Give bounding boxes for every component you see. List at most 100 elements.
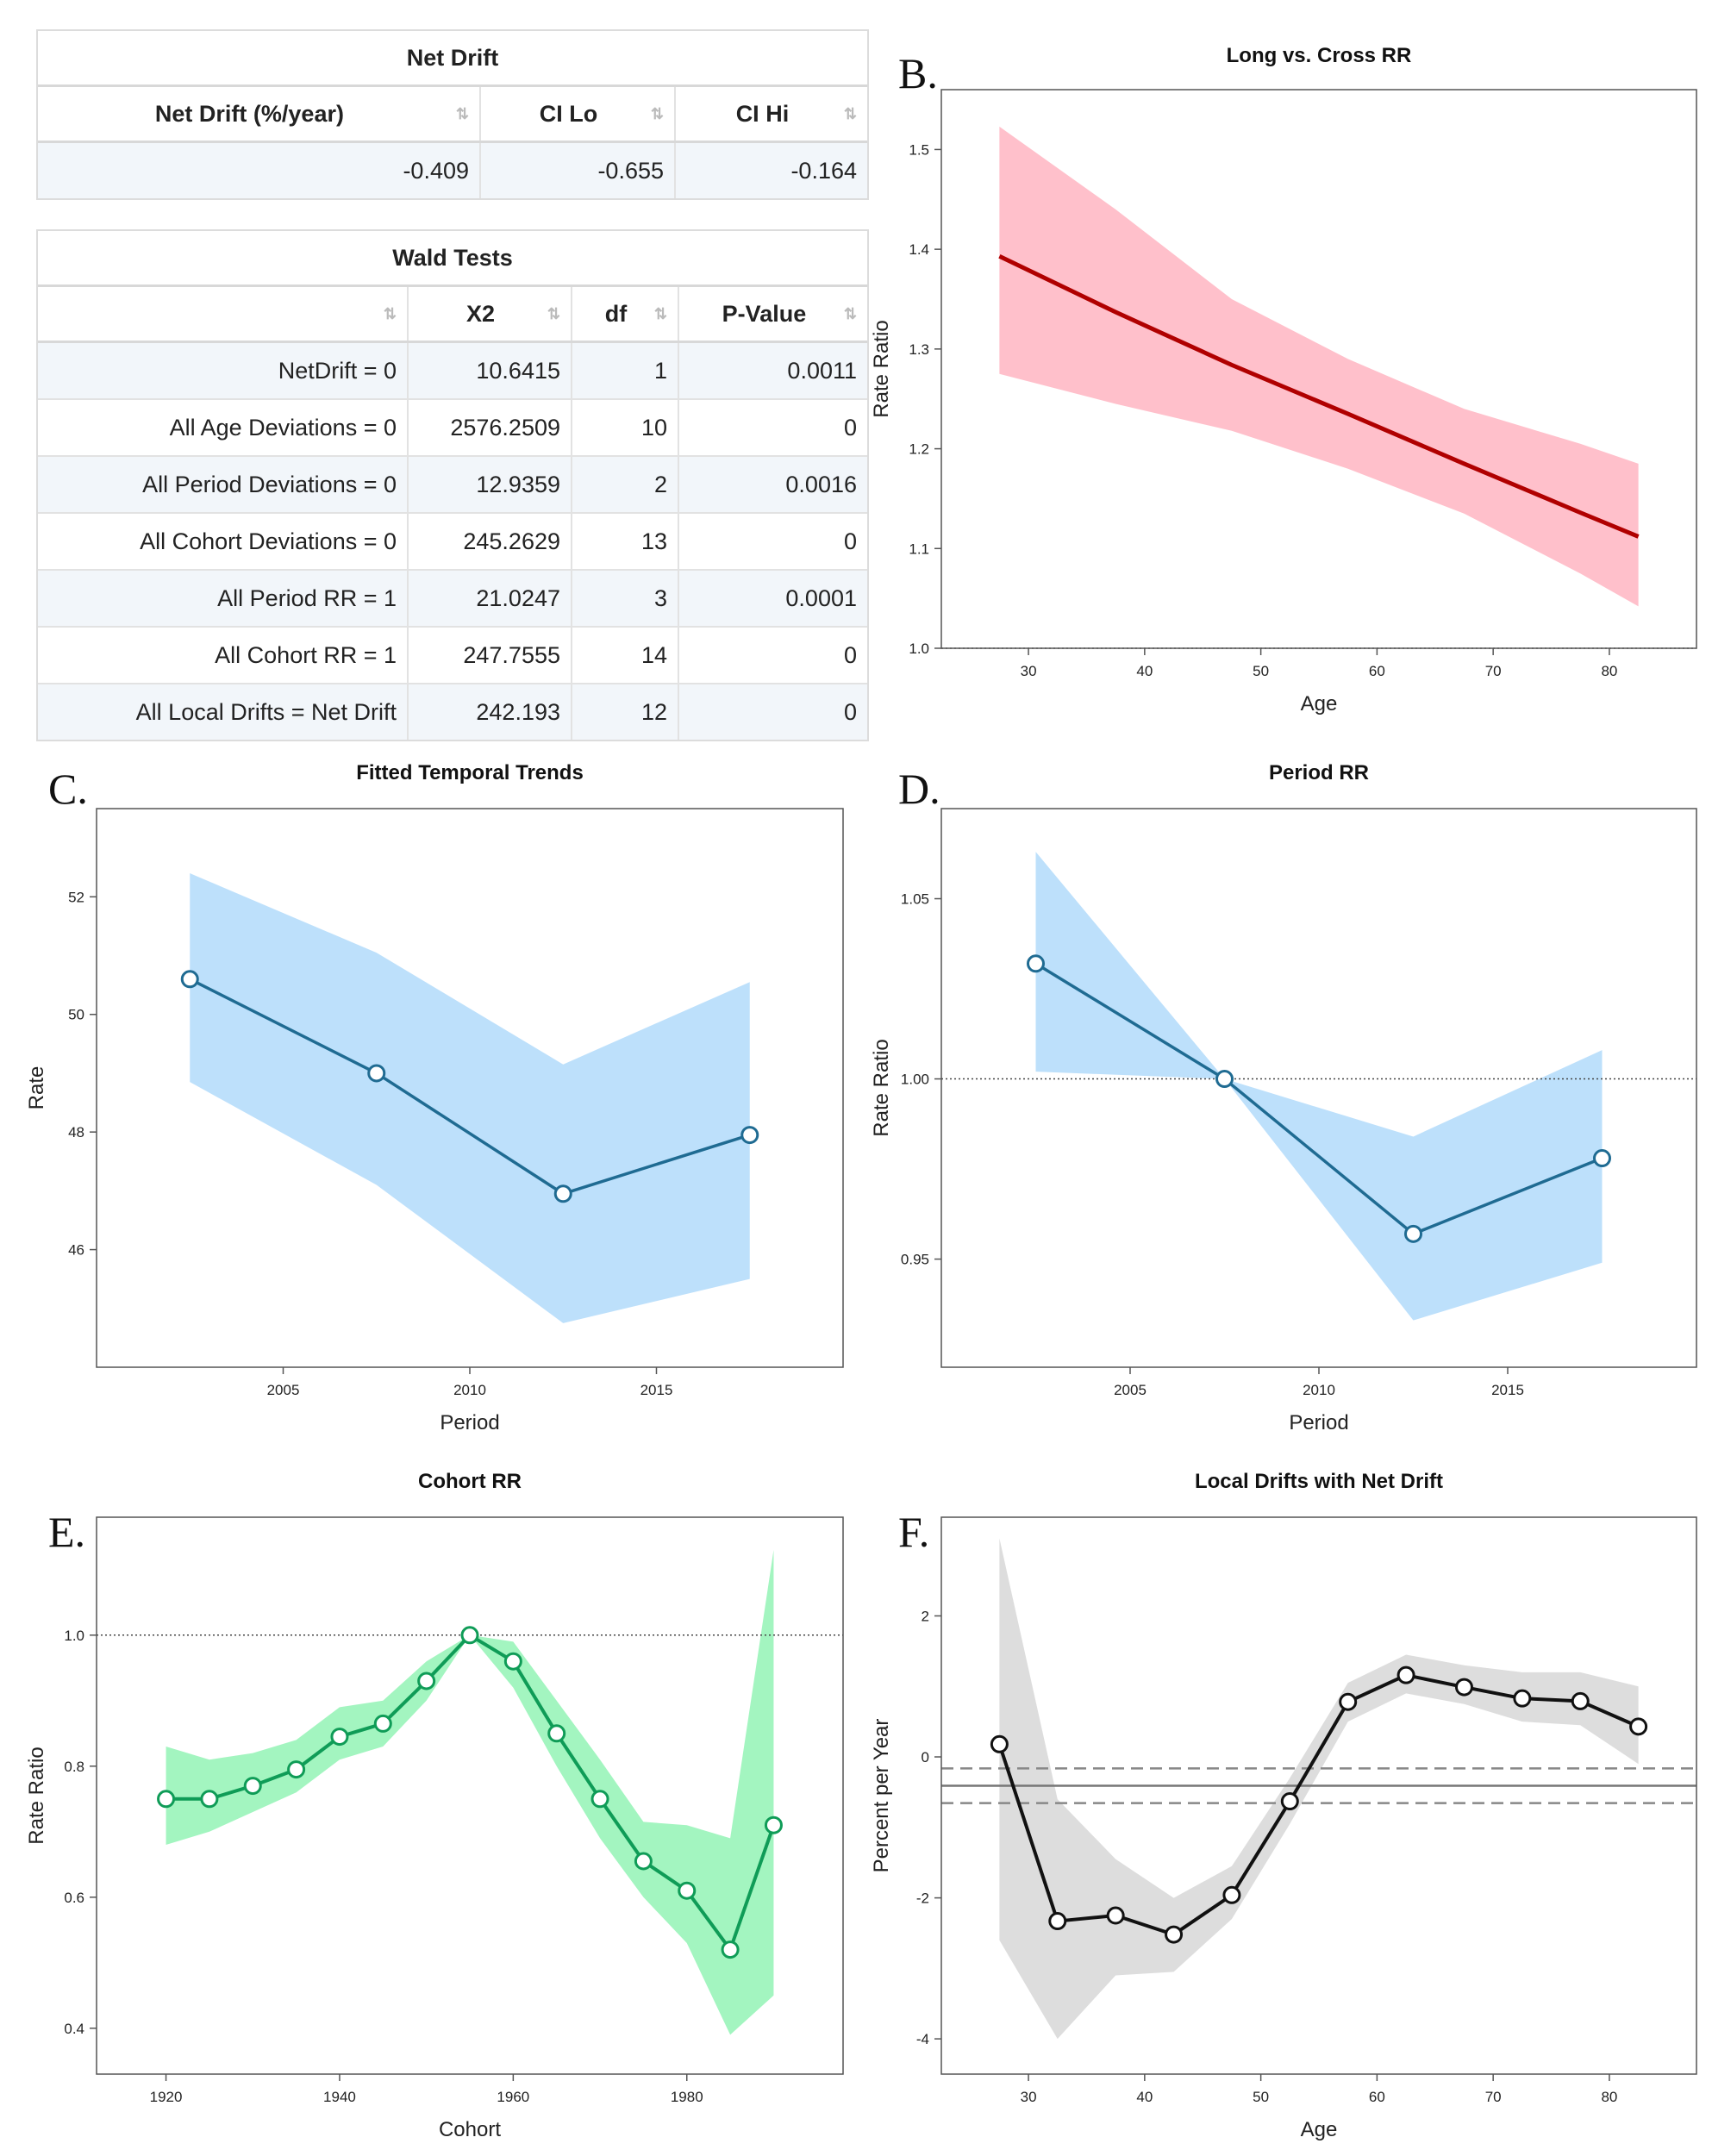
p-value-cell: 0 <box>843 698 857 725</box>
x2-cell: 242.193 <box>409 684 572 740</box>
table-row: All Local Drifts = Net Drift 242.193 12 0 <box>38 684 867 740</box>
chart-title: Long vs. Cross RR <box>1227 44 1412 67</box>
sort-icon: ⇅ <box>843 104 857 122</box>
net-drift-table: Net Drift Net Drift (%/year) ⇅ CI Lo ⇅ CI … <box>36 29 869 200</box>
confidence-band <box>999 126 1639 607</box>
data-point <box>740 1126 759 1145</box>
y-tick-label: 46 <box>68 1242 84 1259</box>
panel-label-e: E. <box>48 1508 86 1556</box>
x-tick-label: 80 <box>1601 2089 1617 2105</box>
data-point <box>1629 1717 1648 1736</box>
data-point <box>1165 1925 1184 1944</box>
plot-frame <box>940 1516 1697 2075</box>
chart-long-vs-cross-rr: Long vs. Cross RR 30 40 50 60 70 80 1.0 1.1 1.2 1.… <box>870 44 1697 716</box>
data-point <box>990 1734 1009 1753</box>
plot-frame <box>940 89 1697 649</box>
data-point <box>547 1724 566 1743</box>
data-point <box>1396 1665 1415 1684</box>
y-tick-label: -2 <box>916 1890 929 1907</box>
header-label: Net Drift (%/year) <box>154 100 344 127</box>
p-value-cell: 0 <box>843 641 857 668</box>
x-tick-label: 1920 <box>150 2089 183 2105</box>
chart-title: Period RR <box>1269 761 1369 784</box>
y-tick-label: 0.95 <box>901 1252 929 1268</box>
data-point <box>330 1728 349 1747</box>
data-point <box>200 1790 219 1809</box>
p-value-cell: 0 <box>843 528 857 554</box>
x-tick-label: 40 <box>1136 2089 1153 2105</box>
x-axis-label: Age <box>1301 692 1338 716</box>
chart-title: Cohort RR <box>418 1470 522 1493</box>
x2-cell: 21.0247 <box>409 571 572 626</box>
p-value-cell: 0 <box>843 414 857 441</box>
data-point <box>634 1852 653 1871</box>
chart-local-drifts: Local Drifts with Net Drift 30 40 50 60 70 80 -… <box>870 1470 1697 2141</box>
x-tick-label: 1940 <box>323 2089 356 2105</box>
data-point <box>1222 1885 1241 1904</box>
x-axis-label: Period <box>440 1411 499 1433</box>
series-line <box>997 1673 1640 1937</box>
data-point <box>721 1940 740 1959</box>
panel-label-d: D. <box>898 765 940 813</box>
data-point <box>1215 1070 1234 1089</box>
data-point <box>1513 1689 1532 1708</box>
data-point <box>1454 1678 1473 1697</box>
x-tick-label: 60 <box>1369 663 1385 679</box>
net-drift-title: Net Drift <box>38 31 867 87</box>
test-name-cell: All Period Deviations = 0 <box>38 457 409 512</box>
ci-hi-value: -0.164 <box>790 157 857 184</box>
y-tick-label: 0.8 <box>64 1759 84 1775</box>
p-value-cell: 0.0011 <box>787 357 857 384</box>
header-test[interactable]: ⇅ <box>38 287 409 341</box>
header-df[interactable]: df ⇅ <box>572 287 679 341</box>
header-label: X2 <box>465 300 495 327</box>
confidence-band <box>999 1538 1639 2040</box>
p-value-cell: 0.0001 <box>785 584 857 611</box>
header-net-drift[interactable]: Net Drift (%/year) ⇅ <box>38 87 481 141</box>
df-cell: 2 <box>572 457 679 512</box>
x-axis-label: Age <box>1301 2118 1338 2141</box>
table-row: All Age Deviations = 0 2576.2509 10 0 <box>38 400 867 457</box>
y-tick-label: 52 <box>68 889 84 905</box>
header-p-value[interactable]: P-Value ⇅ <box>679 287 867 341</box>
data-point <box>503 1652 522 1671</box>
header-ci-hi[interactable]: CI Hi ⇅ <box>676 87 867 141</box>
y-tick-label: 50 <box>68 1007 84 1023</box>
data-point <box>678 1881 697 1900</box>
data-point <box>590 1790 609 1809</box>
data-point <box>1027 954 1045 973</box>
data-point <box>373 1714 392 1733</box>
ci-lo-value: -0.655 <box>481 143 676 198</box>
x-tick-label: 30 <box>1021 2089 1037 2105</box>
y-axis-label: Percent per Year <box>870 1719 893 1873</box>
data-point <box>417 1672 436 1690</box>
y-tick-label: 0.6 <box>64 1890 84 1906</box>
series-line <box>1034 962 1603 1236</box>
header-ci-lo[interactable]: CI Lo ⇅ <box>481 87 676 141</box>
test-name-cell: All Local Drifts = Net Drift <box>38 684 409 740</box>
x2-cell: 10.6415 <box>409 343 572 398</box>
df-cell: 12 <box>572 684 679 740</box>
x2-cell: 12.9359 <box>409 457 572 512</box>
x2-cell: 247.7555 <box>409 628 572 683</box>
y-axis-label: Rate <box>25 1066 48 1110</box>
test-name-cell: All Cohort RR = 1 <box>38 628 409 683</box>
data-point <box>1048 1912 1067 1931</box>
data-point <box>1571 1691 1590 1710</box>
header-x2[interactable]: X2 ⇅ <box>409 287 572 341</box>
x-tick-label: 50 <box>1253 2089 1269 2105</box>
y-tick-label: 1.2 <box>909 441 929 458</box>
data-point <box>553 1184 572 1203</box>
panel-label-f: F. <box>898 1508 930 1556</box>
table-row: NetDrift = 0 10.6415 1 0.0011 <box>38 343 867 400</box>
y-axis-label: Rate Ratio <box>870 1039 893 1136</box>
test-name-cell: All Period RR = 1 <box>38 571 409 626</box>
data-point <box>764 1815 783 1834</box>
y-tick-label: 1.5 <box>909 141 929 158</box>
panel-label-c: C. <box>48 765 88 813</box>
y-tick-label: 1.4 <box>909 241 929 258</box>
data-point <box>1339 1692 1358 1711</box>
table-row: All Period Deviations = 0 12.9359 2 0.0016 <box>38 457 867 514</box>
confidence-band <box>1035 852 1603 1321</box>
x-tick-label: 1960 <box>497 2089 529 2105</box>
